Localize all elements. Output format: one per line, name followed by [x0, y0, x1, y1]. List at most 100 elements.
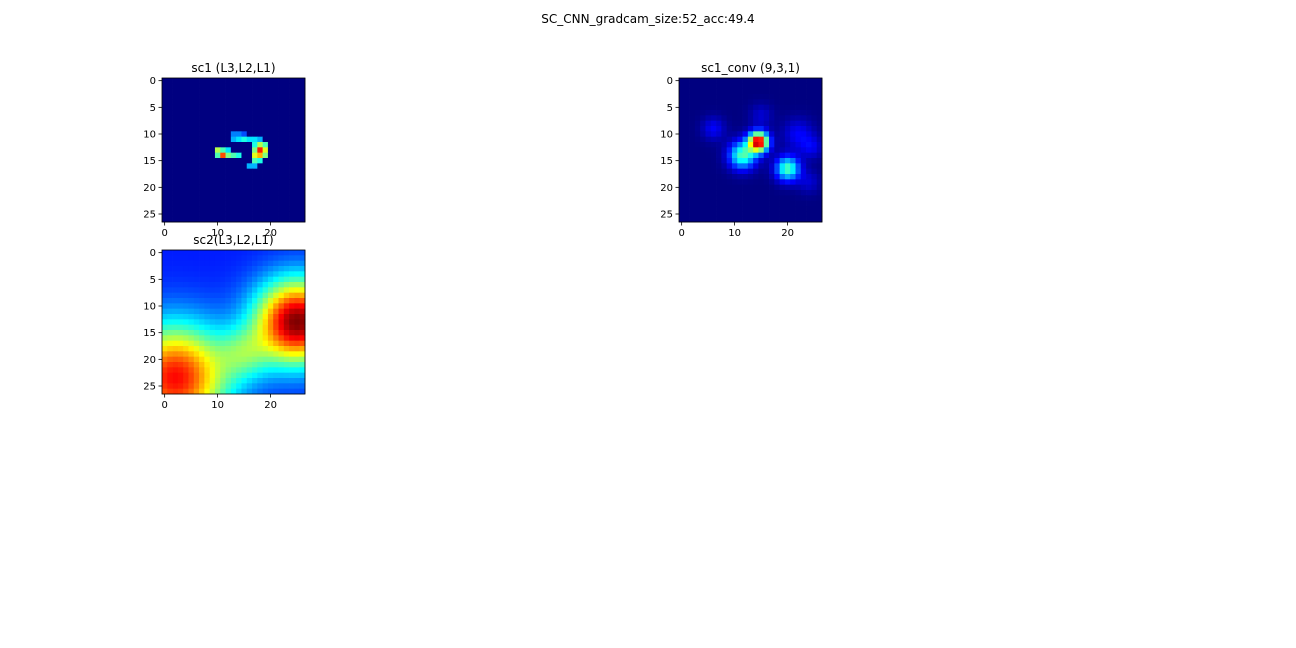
heatmap-cell: [162, 314, 168, 320]
heatmap-cell: [283, 110, 290, 116]
heatmap-cell: [811, 216, 818, 223]
heatmap-cell: [758, 216, 765, 223]
heatmap-cell: [747, 206, 754, 212]
heatmap-cell: [684, 158, 690, 164]
heatmap-cell: [811, 120, 818, 127]
heatmap-cell: [737, 179, 743, 186]
heatmap-cell: [188, 179, 195, 186]
heatmap-cell: [816, 147, 823, 154]
heatmap-cell: [209, 330, 216, 336]
heatmap-cell: [167, 211, 173, 218]
heatmap-cell: [193, 136, 200, 143]
heatmap-cell: [267, 190, 274, 196]
heatmap-cell: [199, 367, 205, 374]
heatmap-cell: [204, 324, 211, 331]
heatmap-cell: [278, 255, 285, 262]
heatmap-cell: [209, 324, 216, 331]
heatmap-cell: [193, 120, 200, 127]
heatmap-cell: [273, 147, 279, 154]
heatmap-cell: [241, 136, 248, 143]
heatmap-cell: [731, 126, 738, 132]
heatmap-cell: [262, 136, 269, 143]
heatmap-cell: [684, 200, 690, 207]
heatmap-cell: [241, 303, 248, 310]
heatmap-cell: [167, 330, 173, 336]
heatmap-cell: [800, 211, 807, 218]
heatmap-cell: [183, 94, 189, 100]
heatmap-cell: [162, 346, 168, 352]
heatmap-cell: [753, 152, 759, 159]
heatmap-cell: [246, 340, 253, 347]
heatmap-cell: [816, 83, 823, 90]
heatmap-cell: [299, 287, 306, 294]
heatmap-cell: [241, 190, 248, 196]
heatmap-cell: [262, 340, 269, 347]
heatmap-cell: [199, 287, 205, 294]
heatmap-cell: [241, 330, 248, 336]
heatmap-cell: [257, 314, 263, 320]
heatmap-cell: [806, 78, 812, 84]
heatmap-cell: [162, 136, 168, 143]
heatmap-cell: [167, 287, 173, 294]
heatmap-cell: [806, 126, 812, 132]
heatmap-cell: [289, 335, 295, 342]
heatmap-cell: [257, 120, 263, 127]
heatmap-cell: [784, 190, 791, 196]
heatmap-cell: [694, 99, 701, 106]
heatmap-cell: [188, 115, 195, 122]
heatmap-cell: [700, 200, 706, 207]
heatmap-cell: [299, 147, 306, 154]
heatmap-cell: [774, 168, 780, 175]
heatmap-cell: [278, 179, 285, 186]
heatmap-cell: [172, 136, 179, 143]
heatmap-cell: [721, 216, 728, 223]
heatmap-cell: [763, 83, 770, 90]
heatmap-cell: [177, 340, 184, 347]
heatmap-cell: [731, 136, 738, 143]
heatmap-cell: [204, 303, 211, 310]
heatmap-cell: [294, 83, 301, 90]
heatmap-cell: [257, 152, 263, 159]
heatmap-cell: [230, 104, 237, 111]
heatmap-cell: [716, 120, 722, 127]
heatmap-cell: [679, 88, 685, 95]
heatmap-cell: [241, 184, 248, 191]
heatmap-cell: [816, 131, 823, 138]
heatmap-cell: [199, 147, 205, 154]
heatmap-cell: [162, 324, 168, 331]
heatmap-cell: [816, 200, 823, 207]
heatmap-cell: [183, 142, 189, 148]
heatmap-cell: [172, 319, 179, 326]
heatmap-cell: [721, 88, 728, 95]
heatmap-cell: [763, 184, 770, 191]
heatmap-cell: [753, 195, 759, 202]
heatmap-cell: [694, 115, 701, 122]
heatmap-cell: [246, 142, 253, 148]
heatmap-cell: [162, 104, 168, 111]
heatmap-cell: [283, 324, 290, 331]
heatmap-cell: [679, 126, 685, 132]
heatmap-cell: [800, 136, 807, 143]
heatmap-cell: [262, 303, 269, 310]
heatmap-cell: [220, 136, 226, 143]
heatmap-cell: [790, 147, 796, 154]
heatmap-cell: [220, 330, 226, 336]
heatmap-cell: [710, 179, 717, 186]
heatmap-cell: [684, 195, 690, 202]
heatmap-cell: [283, 179, 290, 186]
heatmap-cell: [705, 163, 712, 170]
heatmap-cell: [273, 88, 279, 95]
heatmap-cell: [273, 351, 279, 358]
heatmap-cell: [769, 158, 775, 164]
heatmap-cell: [705, 120, 712, 127]
heatmap-cell: [167, 298, 173, 304]
heatmap-cell: [172, 110, 179, 116]
heatmap-cell: [177, 260, 184, 267]
heatmap-cell: [684, 110, 690, 116]
heatmap-cell: [273, 131, 279, 138]
heatmap-cell: [230, 131, 237, 138]
heatmap-cell: [273, 142, 279, 148]
heatmap-cell: [694, 190, 701, 196]
heatmap-cell: [199, 362, 205, 368]
heatmap-cell: [283, 158, 290, 164]
